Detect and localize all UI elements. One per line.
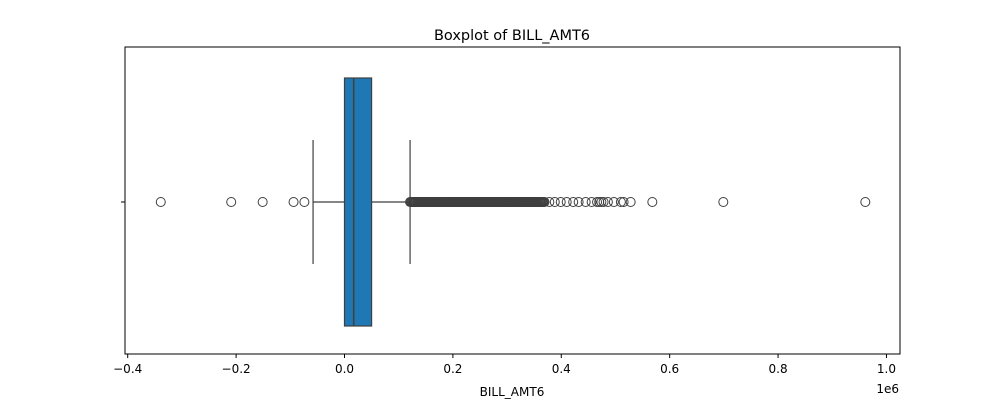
outlier-point: [226, 197, 237, 207]
outlier-point: [580, 197, 591, 207]
outlier-point: [549, 197, 560, 207]
outlier-point: [561, 197, 572, 207]
outlier-point: [544, 197, 555, 207]
chart-title: Boxplot of BILL_AMT6: [434, 28, 590, 44]
outlier-point: [288, 197, 299, 207]
outlier-point: [647, 197, 658, 207]
outlier-point: [718, 197, 729, 207]
outlier-point: [608, 197, 619, 207]
outlier-point: [602, 197, 613, 207]
x-tick-label: 1.0: [877, 362, 896, 376]
outlier-point: [860, 197, 871, 207]
x-tick-label: 0.0: [335, 362, 354, 376]
x-tick-label: −0.4: [113, 362, 142, 376]
x-axis-label: BILL_AMT6: [480, 385, 545, 399]
x-tick-label: 0.4: [552, 362, 571, 376]
x-tick-label: 0.6: [660, 362, 679, 376]
outlier-point: [618, 197, 629, 207]
outlier-point: [539, 197, 550, 207]
outlier-point: [555, 197, 566, 207]
x-axis-offset-label: 1e6: [876, 382, 899, 396]
plot-area: [155, 77, 871, 327]
outlier-point: [598, 197, 609, 207]
x-tick-label: −0.2: [222, 362, 251, 376]
x-tick-label: 0.8: [769, 362, 788, 376]
outlier-point: [568, 197, 579, 207]
outlier-point: [299, 197, 310, 207]
outlier-point: [573, 197, 584, 207]
outlier-point: [586, 197, 597, 207]
outlier-point: [257, 197, 268, 207]
iqr-box: [343, 77, 373, 327]
outlier-point: [155, 197, 166, 207]
x-tick-label: 0.2: [443, 362, 462, 376]
outlier-point: [625, 197, 636, 207]
plot-frame: [124, 46, 901, 355]
outlier-point: [615, 197, 626, 207]
